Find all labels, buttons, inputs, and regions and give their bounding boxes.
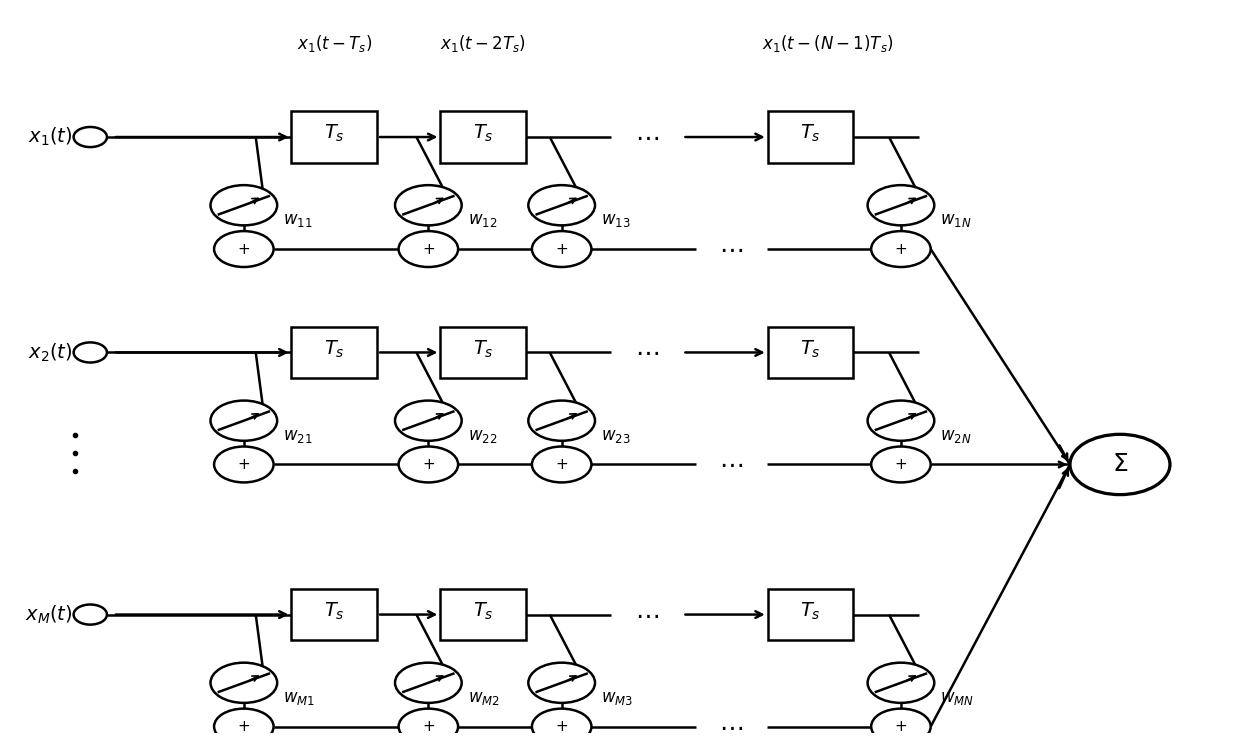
Text: +: + <box>422 242 435 257</box>
Circle shape <box>215 447 274 482</box>
Circle shape <box>211 401 278 441</box>
Circle shape <box>868 663 934 703</box>
Circle shape <box>215 231 274 267</box>
Text: $\Sigma$: $\Sigma$ <box>1112 453 1128 476</box>
Text: $T_s$: $T_s$ <box>324 601 345 622</box>
Text: +: + <box>556 719 568 734</box>
Bar <box>291 111 377 163</box>
Text: $\cdots$: $\cdots$ <box>719 237 743 261</box>
Text: $w_{2N}$: $w_{2N}$ <box>940 426 972 445</box>
Text: $x_1(t-(N-1)T_s)$: $x_1(t-(N-1)T_s)$ <box>763 33 894 54</box>
Text: $w_{1N}$: $w_{1N}$ <box>940 211 972 230</box>
Bar <box>440 111 526 163</box>
Text: $w_{M2}$: $w_{M2}$ <box>467 689 500 707</box>
Text: $w_{M1}$: $w_{M1}$ <box>283 689 315 707</box>
Circle shape <box>211 663 278 703</box>
Text: $w_{M3}$: $w_{M3}$ <box>601 689 634 707</box>
Circle shape <box>868 186 934 225</box>
Text: $T_s$: $T_s$ <box>800 338 821 360</box>
Circle shape <box>528 186 595 225</box>
Circle shape <box>872 231 931 267</box>
Text: +: + <box>894 719 908 734</box>
Text: $w_{MN}$: $w_{MN}$ <box>940 689 975 707</box>
Circle shape <box>1070 435 1171 494</box>
Text: $w_{22}$: $w_{22}$ <box>467 426 497 445</box>
Text: $T_s$: $T_s$ <box>324 338 345 360</box>
Text: $T_s$: $T_s$ <box>324 123 345 144</box>
Text: +: + <box>422 719 435 734</box>
Circle shape <box>398 708 458 744</box>
Text: $x_M(t)$: $x_M(t)$ <box>25 604 72 626</box>
Text: $\cdots$: $\cdots$ <box>635 125 658 149</box>
Text: $T_s$: $T_s$ <box>472 123 494 144</box>
Text: +: + <box>422 457 435 472</box>
Text: $\cdots$: $\cdots$ <box>719 714 743 738</box>
Bar <box>440 327 526 378</box>
Text: $w_{11}$: $w_{11}$ <box>283 211 312 230</box>
Text: +: + <box>237 457 250 472</box>
Bar <box>768 327 853 378</box>
Text: +: + <box>237 719 250 734</box>
Text: $x_1(t)$: $x_1(t)$ <box>29 126 72 148</box>
Bar <box>768 589 853 640</box>
Text: $x_2(t)$: $x_2(t)$ <box>29 341 72 364</box>
Text: $w_{21}$: $w_{21}$ <box>283 426 312 445</box>
Text: $\cdots$: $\cdots$ <box>635 340 658 364</box>
Circle shape <box>215 708 274 744</box>
Circle shape <box>211 186 278 225</box>
Circle shape <box>532 447 591 482</box>
Circle shape <box>872 708 931 744</box>
Circle shape <box>868 401 934 441</box>
Circle shape <box>73 604 107 625</box>
Text: $x_1(t-2T_s)$: $x_1(t-2T_s)$ <box>440 33 526 54</box>
Text: $T_s$: $T_s$ <box>472 601 494 622</box>
Text: $T_s$: $T_s$ <box>800 601 821 622</box>
Circle shape <box>396 186 461 225</box>
Bar <box>291 327 377 378</box>
Bar <box>440 589 526 640</box>
Text: $\cdots$: $\cdots$ <box>719 453 743 476</box>
Text: $w_{13}$: $w_{13}$ <box>601 211 630 230</box>
Text: +: + <box>894 457 908 472</box>
Text: +: + <box>556 242 568 257</box>
Circle shape <box>532 708 591 744</box>
Circle shape <box>398 231 458 267</box>
Text: $w_{12}$: $w_{12}$ <box>467 211 497 230</box>
Circle shape <box>872 447 931 482</box>
Circle shape <box>73 127 107 147</box>
Circle shape <box>528 401 595 441</box>
Bar <box>291 589 377 640</box>
Text: +: + <box>556 457 568 472</box>
Circle shape <box>73 343 107 363</box>
Text: $x_1(t-T_s)$: $x_1(t-T_s)$ <box>296 33 372 54</box>
Circle shape <box>396 663 461 703</box>
Text: +: + <box>237 242 250 257</box>
Bar <box>768 111 853 163</box>
Text: +: + <box>894 242 908 257</box>
Circle shape <box>398 447 458 482</box>
Circle shape <box>528 663 595 703</box>
Text: $\cdots$: $\cdots$ <box>635 603 658 627</box>
Text: $w_{23}$: $w_{23}$ <box>601 426 630 445</box>
Circle shape <box>532 231 591 267</box>
Text: $T_s$: $T_s$ <box>472 338 494 360</box>
Circle shape <box>396 401 461 441</box>
Text: $T_s$: $T_s$ <box>800 123 821 144</box>
